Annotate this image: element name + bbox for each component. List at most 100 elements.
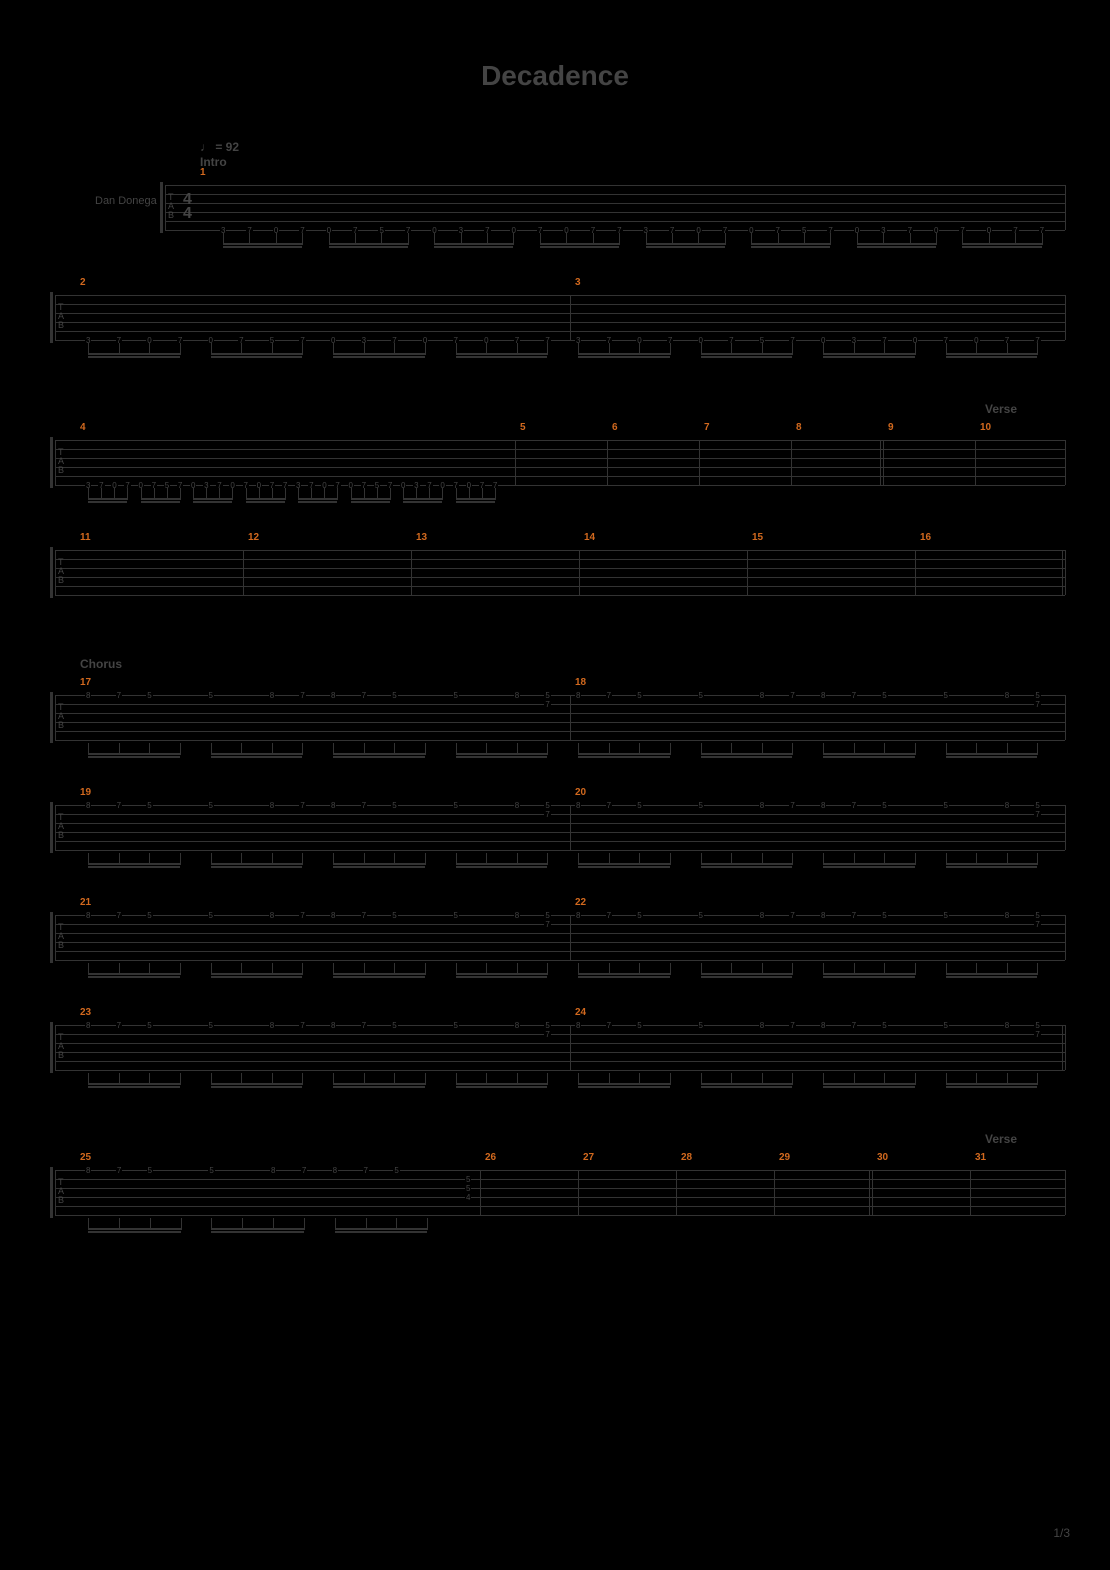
barline — [915, 550, 916, 595]
double-barline — [1062, 1025, 1063, 1070]
fret-number: 7 — [301, 1166, 307, 1175]
measure-number: 16 — [920, 532, 931, 543]
double-barline — [880, 440, 881, 485]
barline — [607, 440, 608, 485]
barline — [411, 550, 412, 595]
beam — [333, 753, 425, 755]
staff-line — [55, 695, 1065, 696]
measure-number: 31 — [975, 1152, 986, 1163]
note-stem — [547, 1073, 548, 1085]
fret-number: 5 — [465, 1175, 471, 1184]
barline — [872, 1170, 873, 1215]
note-stem — [495, 488, 496, 500]
beam — [333, 863, 425, 865]
beam — [823, 973, 915, 975]
fret-number: 7 — [116, 1021, 122, 1030]
staff-line — [55, 1070, 1065, 1071]
measure-number: 23 — [80, 1007, 91, 1018]
fret-number: 8 — [820, 1021, 826, 1030]
note-stem — [1037, 1073, 1038, 1085]
fret-number: 5 — [636, 801, 642, 810]
staff-line — [55, 951, 1065, 952]
fret-number: 5 — [453, 1021, 459, 1030]
measure-number: 4 — [80, 422, 86, 433]
measure-number: 10 — [980, 422, 991, 433]
beam — [88, 753, 180, 755]
fret-number: 8 — [269, 691, 275, 700]
beam — [211, 753, 303, 755]
note-stem — [425, 853, 426, 865]
note-stem — [619, 233, 620, 245]
note-stem — [1037, 853, 1038, 865]
beam — [751, 246, 830, 248]
fret-number: 5 — [147, 1166, 153, 1175]
barline — [570, 805, 571, 850]
beam — [223, 243, 302, 245]
measure-number: 11 — [80, 532, 91, 543]
barline — [55, 550, 56, 595]
beam — [823, 756, 915, 758]
staff-line — [55, 960, 1065, 961]
beam — [701, 753, 793, 755]
beam — [456, 356, 548, 358]
beam — [223, 246, 302, 248]
fret-number: 7 — [789, 1021, 795, 1030]
fret-number: 5 — [453, 691, 459, 700]
staff-line — [55, 295, 1065, 296]
beam — [578, 866, 670, 868]
fret-number: 7 — [116, 1166, 122, 1175]
fret-number: 7 — [1034, 700, 1040, 709]
beam — [333, 976, 425, 978]
beam — [333, 1086, 425, 1088]
fret-number: 7 — [299, 691, 305, 700]
note-stem — [915, 743, 916, 755]
note-stem — [915, 963, 916, 975]
fret-number: 7 — [1034, 1030, 1040, 1039]
beam — [823, 753, 915, 755]
beam — [823, 976, 915, 978]
beam — [823, 866, 915, 868]
fret-number: 7 — [361, 801, 367, 810]
measure-number: 1 — [200, 167, 206, 178]
barline — [1065, 805, 1066, 850]
barline — [570, 695, 571, 740]
staff-line — [55, 467, 1065, 468]
beam — [456, 353, 548, 355]
fret-number: 8 — [759, 911, 765, 920]
note-stem — [1037, 743, 1038, 755]
staff-line — [55, 704, 1065, 705]
note-stem — [670, 743, 671, 755]
system-bracket — [160, 182, 163, 233]
beam — [333, 356, 425, 358]
staff-line — [55, 1179, 1065, 1180]
time-signature: 44 — [183, 193, 192, 221]
beam — [823, 863, 915, 865]
note-stem — [792, 743, 793, 755]
fret-number: 7 — [606, 911, 612, 920]
system-bracket — [50, 1167, 53, 1218]
fret-number: 5 — [943, 801, 949, 810]
fret-number: 7 — [544, 1030, 550, 1039]
barline — [570, 295, 571, 340]
system-bracket — [50, 1022, 53, 1073]
note-stem — [830, 233, 831, 245]
fret-number: 7 — [789, 911, 795, 920]
fret-number: 4 — [465, 1193, 471, 1202]
tab-label: TAB — [58, 813, 64, 840]
beam — [823, 356, 915, 358]
note-stem — [390, 488, 391, 500]
staff-line — [55, 440, 1065, 441]
beam — [351, 498, 390, 500]
beam — [88, 356, 180, 358]
beam — [946, 753, 1038, 755]
fret-number: 7 — [544, 810, 550, 819]
beam — [946, 973, 1038, 975]
staff-line — [55, 1025, 1065, 1026]
note-stem — [302, 233, 303, 245]
beam — [88, 866, 180, 868]
note-stem — [547, 743, 548, 755]
barline — [165, 185, 166, 230]
note-stem — [442, 488, 443, 500]
fret-number: 7 — [544, 920, 550, 929]
measure-number: 3 — [575, 277, 581, 288]
